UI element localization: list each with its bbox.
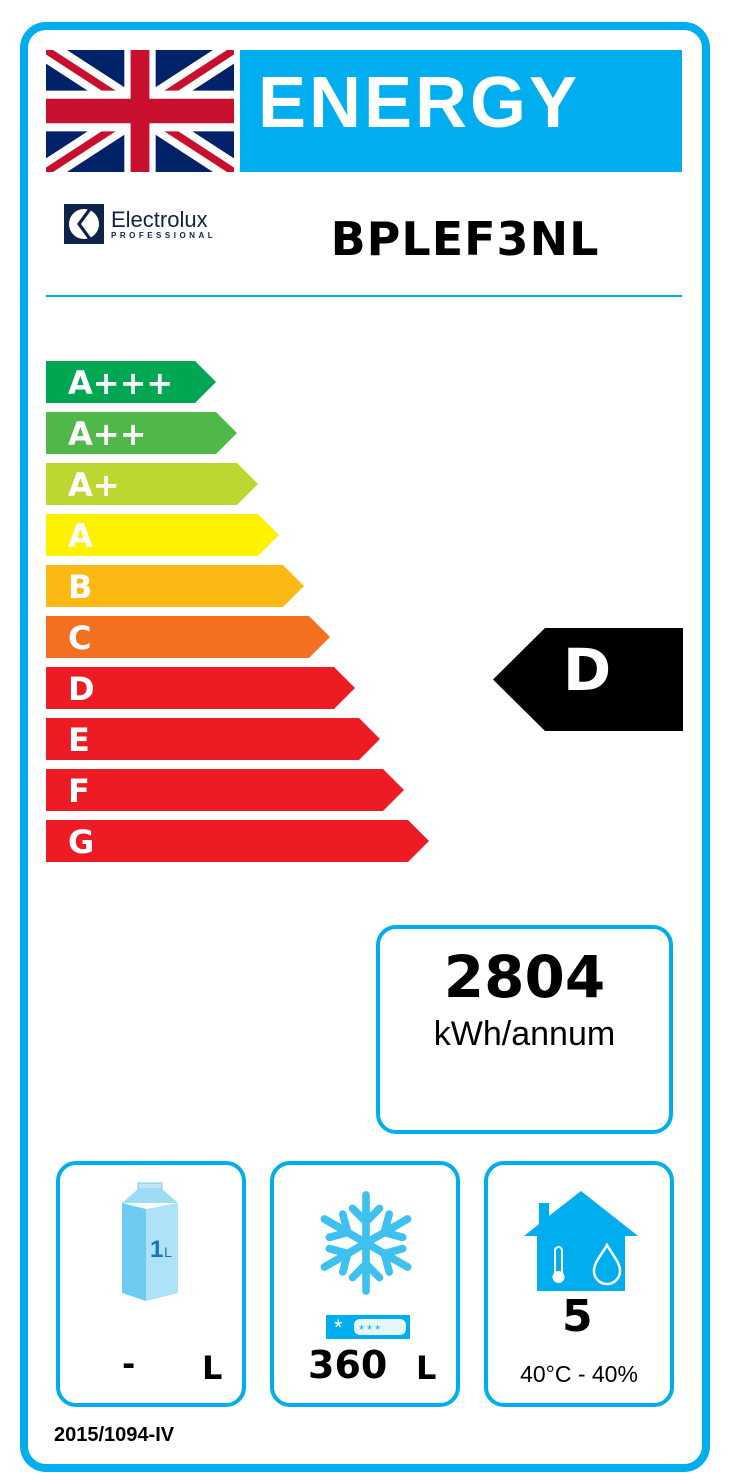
consumption-unit: kWh/annum — [433, 1015, 616, 1053]
scale-bar-aplusplus: A++ — [46, 412, 237, 454]
consumption-value: 2804 — [443, 943, 606, 1011]
svg-text:*: * — [334, 1315, 343, 1339]
scale-bar-e: E — [46, 718, 380, 760]
rating-class: D — [563, 636, 612, 704]
scale-arrow-icon — [46, 565, 304, 607]
scale-arrow-icon — [46, 412, 237, 454]
scale-bar-aplus: A+ — [46, 463, 258, 505]
scale-label: A — [68, 517, 93, 555]
consumption-box: 2804 kWh/annum — [376, 925, 673, 1134]
climate-class-box: 5 40°C - 40% — [484, 1161, 674, 1407]
rating-indicator: D — [493, 628, 683, 731]
scale-arrow-icon — [46, 463, 258, 505]
scale-arrow-icon — [46, 718, 380, 760]
scale-arrow-icon — [46, 769, 404, 811]
carton-label: 1 — [150, 1236, 163, 1263]
scale-bar-d: D — [46, 667, 355, 709]
scale-label: A+++ — [68, 364, 174, 402]
chilled-volume-box: 1 L - L — [56, 1161, 246, 1407]
scale-label: D — [68, 670, 95, 708]
svg-text:***: *** — [359, 1322, 383, 1337]
rating-arrow-icon — [493, 628, 683, 731]
electrolux-logo-icon — [64, 204, 104, 244]
model-number: BPLEF3NL — [330, 212, 600, 266]
uk-flag-icon — [46, 50, 234, 172]
scale-arrow-icon — [46, 514, 279, 556]
scale-label: A++ — [68, 415, 147, 453]
carton-unit: L — [164, 1244, 172, 1260]
scale-arrow-icon — [46, 820, 429, 862]
chilled-unit: L — [202, 1349, 223, 1387]
scale-label: E — [68, 721, 90, 759]
scale-label: F — [68, 772, 90, 810]
energy-title: ENERGY — [240, 50, 682, 172]
label-frame — [20, 22, 710, 1472]
frozen-unit: L — [416, 1349, 437, 1387]
brand-logo: Electrolux PROFESSIONAL — [64, 204, 216, 244]
house-climate-icon — [524, 1191, 638, 1291]
scale-bar-f: F — [46, 769, 404, 811]
scale-label: B — [68, 568, 93, 606]
scale-label: C — [68, 619, 92, 657]
scale-bar-b: B — [46, 565, 304, 607]
scale-arrow-icon — [46, 361, 216, 403]
divider — [46, 295, 682, 297]
scale-bar-c: C — [46, 616, 330, 658]
climate-conditions: 40°C - 40% — [520, 1361, 638, 1387]
brand-name: Electrolux — [111, 206, 208, 232]
scale-bar-g: G — [46, 820, 429, 862]
frozen-volume-box: * *** 360 L — [270, 1161, 460, 1407]
chilled-value: - — [122, 1345, 136, 1383]
brand-sub: PROFESSIONAL — [111, 230, 217, 240]
scale-arrow-icon — [46, 667, 355, 709]
scale-label: A+ — [68, 466, 120, 504]
scale-bar-aplusplusplus: A+++ — [46, 361, 216, 403]
freezer-star-rating-icon: * *** — [326, 1315, 410, 1339]
snowflake-icon — [318, 1191, 414, 1297]
scale-arrow-icon — [46, 616, 330, 658]
milk-carton-icon: 1 L — [122, 1182, 178, 1301]
climate-class: 5 — [562, 1291, 593, 1342]
frozen-value: 360 — [308, 1343, 388, 1387]
scale-bar-a: A — [46, 514, 279, 556]
scale-label: G — [68, 823, 95, 861]
regulation-reference: 2015/1094-IV — [54, 1424, 175, 1446]
